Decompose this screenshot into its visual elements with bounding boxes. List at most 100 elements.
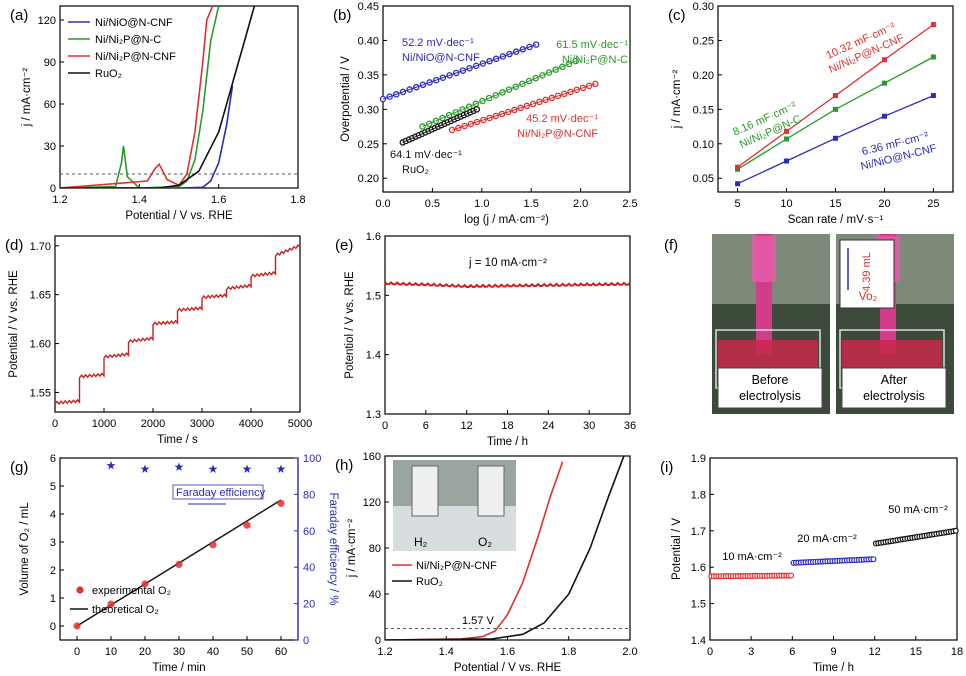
data-point bbox=[784, 158, 790, 164]
y-tick-label: 90 bbox=[44, 57, 56, 69]
faraday-star: ★ bbox=[242, 462, 253, 476]
y-tick-label: 1 bbox=[50, 593, 56, 605]
faraday-star: ★ bbox=[106, 458, 117, 472]
y-tick-label: 0 bbox=[50, 183, 56, 195]
x-tick-label: 1.2 bbox=[377, 646, 392, 658]
x-tick-label: 5000 bbox=[288, 418, 312, 430]
panel-label: (e) bbox=[335, 237, 353, 254]
y-tick-label: 3 bbox=[50, 537, 56, 549]
slope-annotation: 45.2 mV·dec⁻¹ bbox=[526, 113, 598, 125]
x-tick-label: 20 bbox=[139, 646, 151, 658]
y-tick-label: 1.6 bbox=[366, 231, 381, 243]
y-axis-label: Potential / V vs. RHE bbox=[8, 270, 20, 378]
x-tick-label: 1000 bbox=[92, 418, 116, 430]
plot-frame bbox=[717, 5, 954, 193]
y-tick-label: 1.5 bbox=[366, 290, 381, 302]
experimental-point bbox=[209, 541, 217, 549]
y-tick-label: 0 bbox=[375, 635, 381, 647]
fit-line bbox=[402, 108, 478, 143]
x-tick-label: 15 bbox=[910, 646, 922, 658]
faraday-star: ★ bbox=[140, 462, 151, 476]
y-tick-label: 0.35 bbox=[358, 70, 379, 82]
right-tick-label: 100 bbox=[303, 453, 321, 465]
annotation-group: 6.36 mF·cm⁻²Ni/NiO@N-CNF bbox=[859, 130, 938, 173]
faraday-star: ★ bbox=[208, 462, 219, 476]
x-tick-label: 60 bbox=[275, 646, 287, 658]
caption-box bbox=[717, 367, 823, 409]
legend-label: Ni/Ni₂P@N-C bbox=[95, 34, 161, 46]
data-point bbox=[833, 106, 838, 112]
experimental-point bbox=[73, 622, 81, 630]
voltage-annotation: 1.57 V bbox=[462, 615, 494, 627]
x-tick-label: 1.8 bbox=[561, 646, 576, 658]
y-tick-label: 80 bbox=[369, 543, 381, 555]
experimental-point bbox=[141, 580, 149, 588]
inset-electrode-left bbox=[411, 465, 439, 517]
legend-label: Ni/Ni₂P@N-CNF bbox=[95, 51, 176, 63]
y-axis-label: j / mA·cm⁻² bbox=[671, 70, 683, 130]
y-tick-label: 0.20 bbox=[358, 173, 379, 185]
y-tick-label: 1.3 bbox=[366, 409, 381, 421]
y-tick-label: 1.70 bbox=[30, 241, 51, 253]
series-line bbox=[385, 456, 625, 640]
panel-label: (c) bbox=[668, 7, 686, 24]
inset-electrode-right bbox=[477, 465, 505, 517]
y-tick-label: 6 bbox=[50, 453, 56, 465]
y-axis-label: j / mA·cm⁻² bbox=[346, 519, 358, 579]
caption-line-1: Before bbox=[752, 373, 789, 387]
faraday-label-box bbox=[172, 484, 264, 500]
slope-annotation: 52.2 mV·dec⁻¹ bbox=[402, 37, 474, 49]
x-axis-label: Scan rate / mV·s⁻¹ bbox=[788, 214, 884, 226]
faraday-star: ★ bbox=[276, 462, 287, 476]
series-line bbox=[385, 461, 564, 640]
x-tick-label: 12 bbox=[869, 646, 881, 658]
stability-line bbox=[384, 281, 631, 288]
y-tick-label: 0.20 bbox=[693, 70, 714, 82]
annotation-group: 10.32 mF·cm⁻²Ni/Ni₂P@N-CNF bbox=[824, 21, 906, 76]
y-tick-label: 30 bbox=[44, 141, 56, 153]
x-tick-label: 18 bbox=[501, 420, 513, 432]
fit-line bbox=[382, 44, 537, 100]
x-tick-label: 12 bbox=[461, 420, 473, 432]
x-tick-label: 20 bbox=[878, 198, 890, 210]
y-tick-label: 1.8 bbox=[691, 489, 706, 501]
x-tick-label: 1.4 bbox=[439, 646, 454, 658]
series-label: Ni/NiO@N-CNF bbox=[402, 52, 480, 64]
x-tick-label: 0 bbox=[74, 646, 80, 658]
x-tick-label: 30 bbox=[173, 646, 185, 658]
caption-box bbox=[841, 367, 947, 409]
x-tick-label: 5 bbox=[735, 198, 741, 210]
y-tick-label: 0.15 bbox=[693, 104, 714, 116]
y-tick-label: 0.25 bbox=[693, 35, 714, 47]
y-tick-label: 0.30 bbox=[358, 104, 379, 116]
x-tick-label: 3 bbox=[748, 646, 754, 658]
plot-frame bbox=[54, 235, 301, 413]
y-tick-label: 1.60 bbox=[30, 339, 51, 351]
panel-label: (b) bbox=[333, 7, 351, 24]
panel-label: (g) bbox=[10, 459, 28, 476]
legend-label: RuO₂ bbox=[416, 576, 443, 588]
y-tick-label: 0.45 bbox=[358, 1, 379, 13]
data-point bbox=[930, 93, 936, 99]
segment-label: 20 mA·cm⁻² bbox=[797, 533, 857, 545]
x-tick-label: 1.6 bbox=[211, 194, 226, 206]
data-point bbox=[788, 572, 795, 579]
right-tick-label: 80 bbox=[303, 489, 315, 501]
y-axis-label: j / mA·cm⁻² bbox=[21, 68, 33, 128]
y-tick-label: 0.05 bbox=[693, 173, 714, 185]
x-tick-label: 0 bbox=[382, 420, 388, 432]
y-tick-label: 1.4 bbox=[366, 350, 381, 362]
x-tick-label: 2.0 bbox=[622, 646, 637, 658]
y-tick-label: 1.4 bbox=[691, 635, 706, 647]
x-tick-label: 0 bbox=[52, 418, 58, 430]
data-point bbox=[833, 135, 838, 141]
y-tick-label: 1.6 bbox=[691, 562, 706, 574]
caption-line-1: After bbox=[881, 373, 907, 387]
data-point bbox=[735, 181, 741, 187]
data-point bbox=[532, 41, 540, 48]
series-line bbox=[60, 6, 256, 188]
experimental-point bbox=[243, 521, 251, 529]
data-point bbox=[930, 22, 936, 28]
plot-frame bbox=[709, 457, 958, 641]
